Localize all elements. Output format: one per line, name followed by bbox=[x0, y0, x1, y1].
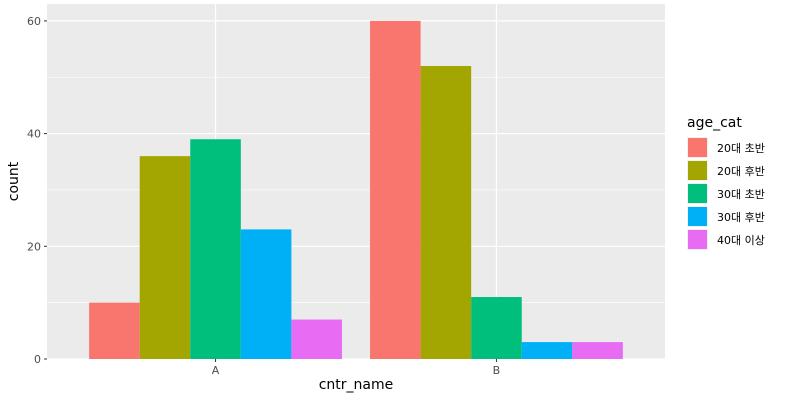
bar bbox=[139, 156, 191, 359]
legend-title: age_cat bbox=[687, 115, 742, 131]
y-axis: 0 20 40 60 bbox=[27, 15, 47, 366]
legend-swatch bbox=[688, 184, 707, 203]
bar bbox=[521, 342, 573, 359]
legend-swatch bbox=[688, 138, 707, 157]
legend-label: 30대 후반 bbox=[717, 211, 765, 224]
bar bbox=[89, 302, 140, 359]
y-tick-label: 0 bbox=[34, 353, 41, 366]
bar bbox=[572, 342, 623, 359]
bar bbox=[291, 319, 342, 359]
x-axis-title: cntr_name bbox=[319, 377, 394, 393]
x-tick-label: A bbox=[212, 364, 220, 377]
legend-swatch bbox=[688, 207, 707, 226]
y-axis-title: count bbox=[6, 161, 22, 201]
y-tick-label: 40 bbox=[27, 128, 41, 141]
legend-label: 20대 후반 bbox=[717, 165, 765, 178]
y-tick-label: 20 bbox=[27, 240, 41, 253]
legend-label: 20대 초반 bbox=[717, 142, 765, 155]
bars bbox=[89, 20, 623, 360]
bar bbox=[240, 229, 292, 359]
x-tick-label: B bbox=[493, 364, 501, 377]
legend: age_cat 20대 초반 20대 후반 30대 초반 30대 후반 40대 이상 bbox=[687, 115, 765, 250]
bar bbox=[370, 20, 421, 360]
bar bbox=[190, 139, 241, 359]
bar bbox=[420, 65, 472, 359]
bar bbox=[471, 297, 522, 359]
y-tick-label: 60 bbox=[27, 15, 41, 28]
legend-swatch bbox=[688, 230, 707, 249]
legend-label: 40대 이상 bbox=[717, 234, 765, 247]
legend-label: 30대 초반 bbox=[717, 188, 765, 201]
legend-swatch bbox=[688, 161, 707, 180]
